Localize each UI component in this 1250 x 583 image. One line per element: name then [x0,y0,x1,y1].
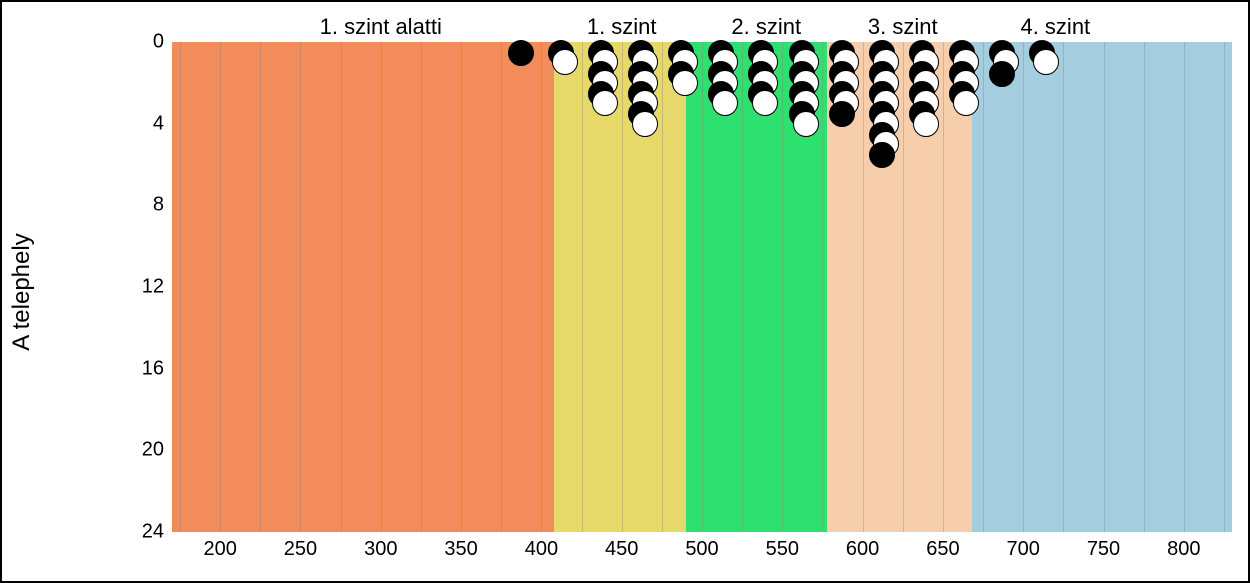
grid-line [943,42,944,532]
grid-line [1184,42,1185,532]
data-point-white [953,90,979,116]
grid-line [983,42,984,532]
level-band [172,42,554,532]
x-tick-label: 700 [1007,538,1040,561]
x-tick-label: 750 [1087,538,1120,561]
level-band [554,42,686,532]
data-point-white [672,70,698,96]
x-tick-label: 600 [846,538,879,561]
data-point-white [632,111,658,137]
y-tick-label: 8 [153,194,164,217]
region-label: 1. szint [587,14,657,40]
y-tick-label: 20 [142,439,164,462]
grid-line [1023,42,1024,532]
x-tick-label: 650 [926,538,959,561]
y-tick-label: 24 [142,521,164,544]
chart-container: A telephely 2002503003504004505005506006… [0,0,1250,583]
x-tick-label: 450 [605,538,638,561]
region-label: 3. szint [868,14,938,40]
x-tick-label: 300 [364,538,397,561]
grid-line [1104,42,1105,532]
grid-line [300,42,301,532]
grid-line [421,42,422,532]
y-tick-label: 4 [153,112,164,135]
data-point-white [712,90,738,116]
grid-line [903,42,904,532]
grid-line [220,42,221,532]
region-label: 2. szint [731,14,801,40]
y-tick-label: 0 [153,31,164,54]
data-point-white [1033,49,1059,75]
data-point-white [552,49,578,75]
grid-line [742,42,743,532]
grid-line [461,42,462,532]
x-tick-label: 400 [525,538,558,561]
grid-line [260,42,261,532]
data-point-black [829,101,855,127]
grid-line [662,42,663,532]
data-point-white [752,90,778,116]
data-point-white [592,90,618,116]
grid-line [782,42,783,532]
grid-line [1063,42,1064,532]
grid-line [501,42,502,532]
data-point-white [913,111,939,137]
data-point-black [989,61,1015,87]
y-axis-label: A telephely [8,233,36,350]
grid-line [1144,42,1145,532]
grid-line [1224,42,1225,532]
x-tick-label: 500 [685,538,718,561]
region-label: 4. szint [1020,14,1090,40]
grid-line [622,42,623,532]
y-tick-label: 12 [142,276,164,299]
grid-line [863,42,864,532]
grid-line [180,42,181,532]
data-point-black [508,40,534,66]
x-tick-label: 200 [203,538,236,561]
x-tick-label: 550 [766,538,799,561]
grid-line [341,42,342,532]
y-tick-label: 16 [142,357,164,380]
plot-area: 2002503003504004505005506006507007508000… [172,42,1232,532]
data-point-white [793,111,819,137]
x-tick-label: 350 [444,538,477,561]
grid-line [582,42,583,532]
grid-line [381,42,382,532]
x-tick-label: 250 [284,538,317,561]
grid-line [822,42,823,532]
level-band [972,42,1232,532]
grid-line [541,42,542,532]
grid-line [702,42,703,532]
region-label: 1. szint alatti [320,14,442,40]
x-tick-label: 800 [1167,538,1200,561]
data-point-black [869,142,895,168]
